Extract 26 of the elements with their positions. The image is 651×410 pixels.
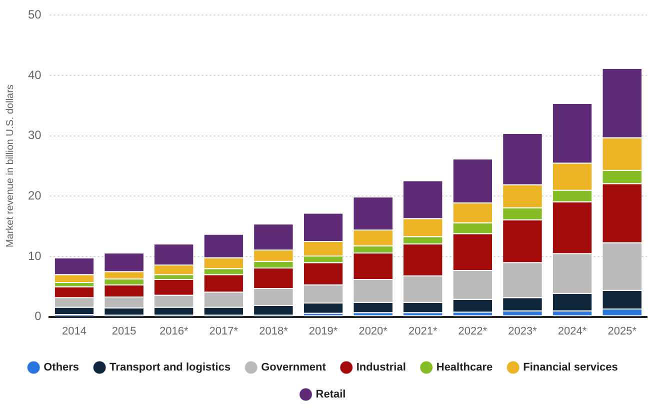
legend-label: Government [261,362,326,374]
y-tick-label: 30 [28,128,42,142]
legend-label: Others [44,362,80,374]
y-tick-label: 0 [34,309,42,324]
y-tick-label: 10 [28,248,42,263]
legend-label: Healthcare [436,362,493,374]
y-tick-label: 40 [28,68,42,82]
x-tick-label: 2020* [358,325,388,338]
x-tick-label: 2018* [259,325,289,338]
x-tick-label: 2022* [458,325,488,338]
x-tick-label: 2023* [508,325,538,338]
x-tick-label: 2016* [159,325,189,338]
legend-label: Transport and logistics [110,362,231,374]
x-tick-label: 2017* [209,325,239,338]
x-tick-label: 2014 [62,325,86,338]
legend-label: Financial services [523,362,618,374]
x-tick-label: 2024* [558,325,588,338]
x-tick-label: 2015 [112,325,136,338]
y-tick-label: 20 [28,188,42,202]
y-axis-title: Market revenue in billion U.S. dollars [4,84,16,248]
y-tick-label: 50 [28,8,42,22]
legend-label: Retail [316,388,346,401]
legend-label: Industrial [356,362,406,374]
x-tick-label: 2021* [408,325,438,338]
x-tick-label: 2019* [308,325,338,338]
x-tick-label: 2025* [608,325,638,338]
